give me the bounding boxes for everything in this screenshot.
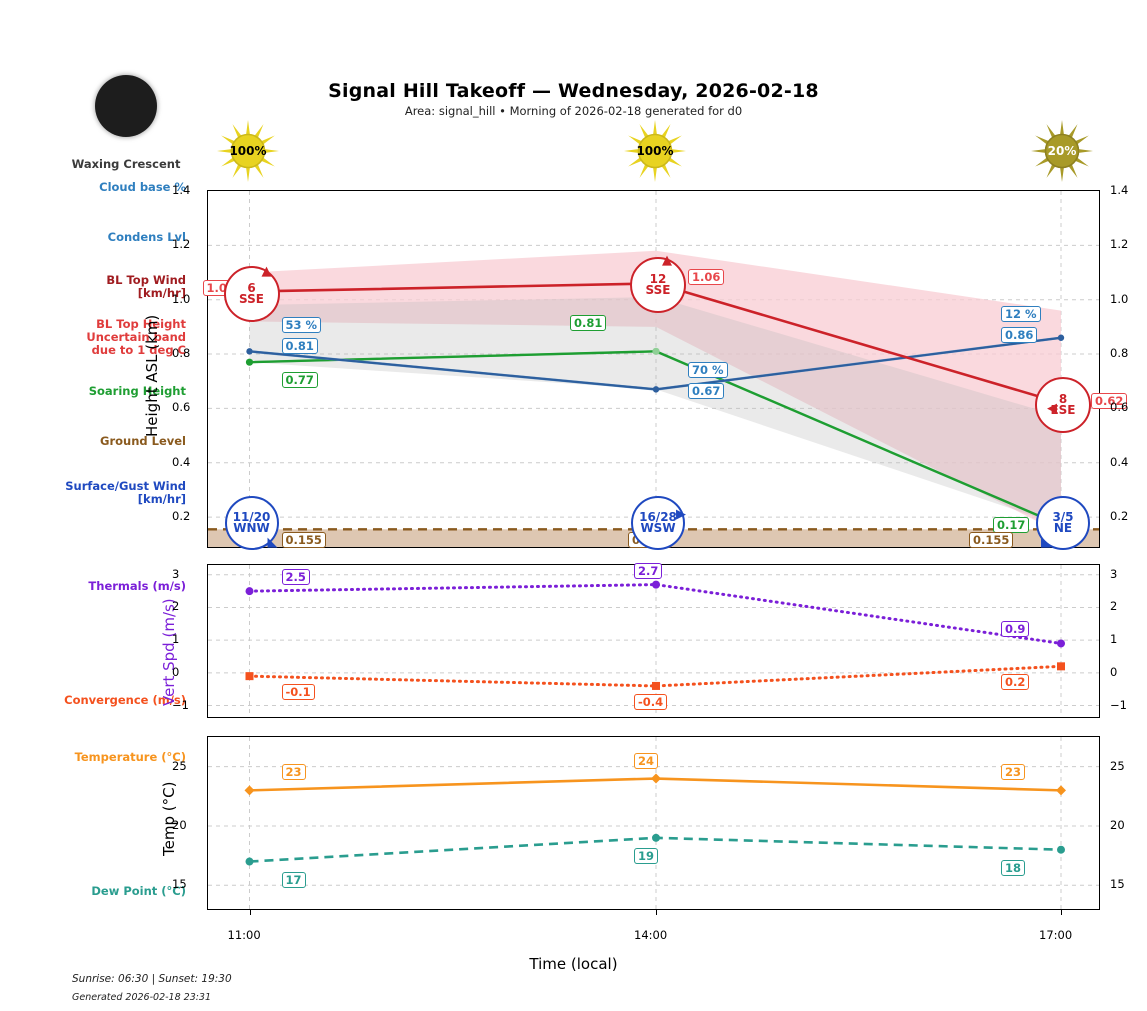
- panel3-y-tick: 15: [1110, 877, 1125, 892]
- panel1-y-tick: 0.6: [1110, 400, 1129, 415]
- height-asl-chart[interactable]: [207, 190, 1100, 548]
- row-label-bl-top-wind: BL Top Wind [km/hr]: [106, 273, 186, 300]
- panel3-y-axis-title: Temp (°C): [160, 781, 178, 856]
- panel2-y-tick: 3: [1110, 566, 1118, 581]
- x-tick: 11:00: [227, 928, 261, 942]
- sun-icon: 100%: [622, 118, 688, 184]
- panel1-y-tick: 0.8: [1110, 346, 1129, 361]
- x-tick: 14:00: [634, 928, 668, 942]
- panel2-y-tick: 2: [1110, 599, 1118, 614]
- moon-icon: [95, 75, 157, 137]
- panel1-y-axis-title: Height ASL (km): [143, 314, 161, 437]
- panel1-y-tick: 0.2: [172, 509, 191, 524]
- panel1-y-tick: 1.0: [1110, 291, 1129, 306]
- panel1-y-tick: 0.2: [1110, 509, 1129, 524]
- sun-label: 100%: [229, 144, 267, 158]
- moon-phase-label: Waxing Crescent: [71, 157, 181, 171]
- row-label-ground-level: Ground Level: [100, 434, 186, 448]
- sun-label: 100%: [636, 144, 674, 158]
- panel3-y-tick: 25: [1110, 758, 1125, 773]
- row-label-condens-lvl: Condens Lvl: [107, 230, 186, 244]
- panel2-y-tick: 1: [1110, 632, 1118, 647]
- row-label-thermals: Thermals (m/s): [88, 579, 186, 593]
- panel2-y-tick: −1: [1110, 697, 1127, 712]
- row-label-surface-gust-wind: Surface/Gust Wind [km/hr]: [65, 479, 186, 506]
- vert-spd-chart[interactable]: [207, 564, 1100, 718]
- panel1-y-tick: 1.4: [1110, 183, 1129, 197]
- page-subtitle: Area: signal_hill • Morning of 2026-02-1…: [404, 104, 743, 118]
- sun-label: 20%: [1047, 144, 1077, 158]
- x-tick-mark: [249, 910, 251, 915]
- x-tick-mark: [656, 910, 657, 915]
- x-tick: 17:00: [1039, 928, 1073, 942]
- page-title: Signal Hill Takeoff — Wednesday, 2026-02…: [328, 80, 819, 102]
- row-label-temperature: Temperature (°C): [74, 750, 186, 764]
- sun-icon: 100%: [215, 118, 281, 184]
- panel1-y-tick: 0.6: [172, 400, 191, 415]
- x-axis-title: Time (local): [529, 955, 618, 973]
- row-label-convergence: Convergence (m/s): [64, 693, 186, 707]
- sun-times-footer: Sunrise: 06:30 | Sunset: 19:30: [72, 973, 232, 985]
- temperature-chart[interactable]: [207, 736, 1100, 910]
- row-label-dew-point: Dew Point (°C): [91, 884, 186, 898]
- panel1-y-tick: 1.2: [1110, 237, 1129, 252]
- panel2-y-tick: 0: [1110, 664, 1118, 679]
- x-tick-mark: [1061, 910, 1062, 915]
- row-label-soaring-height: Soaring Height: [88, 384, 186, 398]
- row-label-bl-top-height: BL Top Height Uncertain band due to 1 de…: [86, 317, 186, 357]
- panel3-y-tick: 20: [1110, 817, 1125, 832]
- panel1-y-tick: 0.4: [1110, 454, 1129, 469]
- panel2-y-axis-title: Vert Spd (m/s): [160, 598, 178, 706]
- sun-icon: 20%: [1029, 118, 1095, 184]
- generated-footer: Generated 2026-02-18 23:31: [72, 992, 212, 1003]
- row-label-cloud-base: Cloud base %: [99, 180, 186, 194]
- panel1-y-tick: 0.4: [172, 454, 191, 469]
